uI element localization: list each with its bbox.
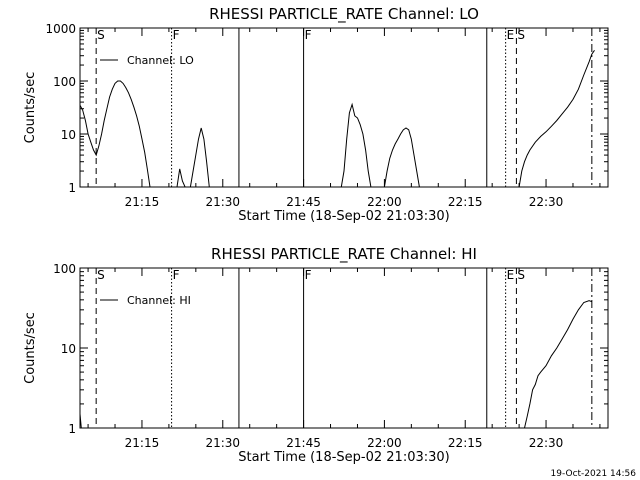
y-tick-label: 10 bbox=[61, 128, 76, 142]
y-axis-label: Counts/sec bbox=[23, 312, 38, 384]
hi-channel-panel: RHESSI PARTICLE_RATE Channel: HI 1 10 100 21… bbox=[23, 245, 609, 465]
x-tick-label: 21:15 bbox=[125, 436, 160, 450]
legend-label: Channel: HI bbox=[127, 294, 191, 307]
x-tick-label: 22:00 bbox=[367, 195, 402, 209]
y-tick-label: 10 bbox=[61, 342, 76, 356]
y-tick-label: 1000 bbox=[45, 22, 76, 36]
series-line bbox=[383, 127, 420, 188]
series-line bbox=[176, 168, 186, 188]
legend-label: Channel: LO bbox=[127, 54, 194, 67]
series-line bbox=[189, 127, 210, 188]
series-line bbox=[79, 80, 151, 188]
x-tick-label: 21:45 bbox=[286, 195, 321, 209]
plot-frame bbox=[79, 27, 609, 188]
y-tick-label: 1 bbox=[68, 181, 76, 195]
event-marker-label: S bbox=[97, 28, 105, 42]
date-stamp: 19-Oct-2021 14:56 bbox=[551, 469, 637, 479]
event-marker-label: F bbox=[305, 268, 312, 282]
x-tick-label: 21:45 bbox=[286, 436, 321, 450]
x-tick-label: 21:15 bbox=[125, 195, 160, 209]
event-marker-label: E bbox=[507, 28, 515, 42]
x-tick-label: 22:30 bbox=[529, 436, 564, 450]
x-tick-label: 22:15 bbox=[448, 195, 483, 209]
x-tick-label: 22:15 bbox=[448, 436, 483, 450]
x-axis-label: Start Time (18-Sep-02 21:03:30) bbox=[238, 209, 449, 224]
chart-title: RHESSI PARTICLE_RATE Channel: LO bbox=[209, 5, 479, 24]
series-line bbox=[518, 50, 595, 188]
event-marker-label: S bbox=[97, 268, 105, 282]
x-tick-label: 22:00 bbox=[367, 436, 402, 450]
y-axis-label: Counts/sec bbox=[23, 72, 38, 144]
event-marker-label: S bbox=[517, 268, 525, 282]
chart-title: RHESSI PARTICLE_RATE Channel: HI bbox=[211, 245, 477, 264]
x-tick-label: 21:30 bbox=[205, 436, 240, 450]
series-line bbox=[340, 102, 372, 188]
plot-frame bbox=[79, 267, 609, 429]
event-marker-label: F bbox=[173, 28, 180, 42]
event-marker-label: S bbox=[517, 28, 525, 42]
event-marker-label: F bbox=[173, 268, 180, 282]
x-tick-label: 22:30 bbox=[529, 195, 564, 209]
x-tick-label: 21:30 bbox=[205, 195, 240, 209]
y-tick-label: 1 bbox=[68, 422, 76, 436]
series-line bbox=[524, 300, 592, 429]
event-marker-label: E bbox=[507, 268, 515, 282]
event-marker-label: F bbox=[305, 28, 312, 42]
series-line bbox=[79, 413, 82, 429]
lo-channel-panel: RHESSI PARTICLE_RATE Channel: LO 1 10 100 10… bbox=[23, 5, 609, 224]
y-tick-label: 100 bbox=[53, 75, 76, 89]
x-axis-label: Start Time (18-Sep-02 21:03:30) bbox=[238, 450, 449, 465]
y-tick-label: 100 bbox=[53, 262, 76, 276]
